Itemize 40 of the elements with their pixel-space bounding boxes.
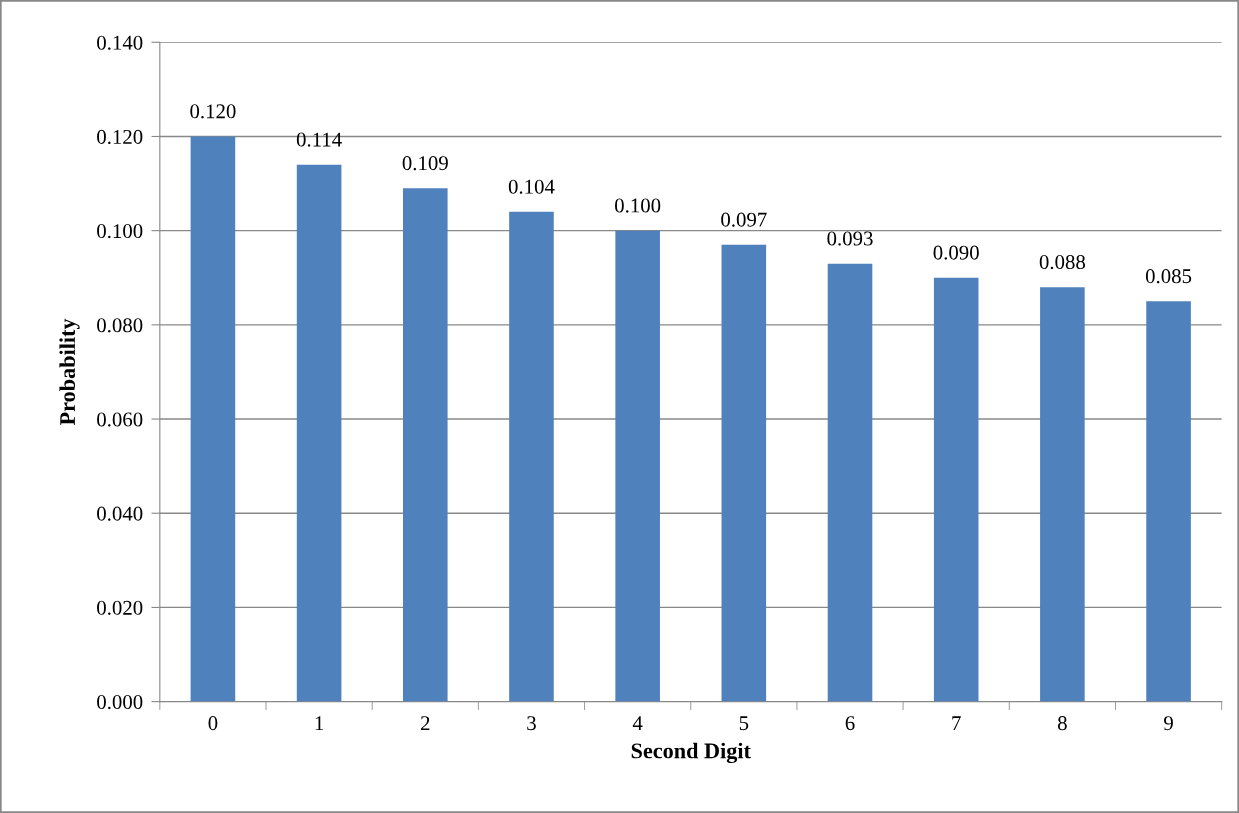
data-label: 0.104 (508, 179, 555, 194)
bar (509, 211, 554, 702)
y-tick-label: 0.100 (97, 224, 143, 239)
y-tick-label: 0.000 (97, 694, 143, 710)
y-tick-label: 0.040 (97, 506, 143, 521)
y-tick-label: 0.060 (97, 412, 143, 427)
x-axis-title: Second Digit (631, 742, 751, 764)
x-tick-label: 3 (527, 716, 536, 731)
x-tick-label: 8 (1057, 716, 1067, 731)
x-tick-label: 5 (739, 716, 749, 731)
bar (1040, 287, 1085, 702)
x-tick-label: 2 (420, 716, 430, 730)
bar (615, 230, 660, 702)
bar (296, 164, 342, 702)
bar (721, 244, 767, 702)
bar (933, 277, 979, 702)
x-tick-label: 9 (1164, 716, 1173, 731)
x-tick-label: 1 (315, 716, 324, 730)
bar (1146, 301, 1191, 702)
bar (827, 263, 873, 702)
x-tick-label: 0 (208, 716, 218, 731)
data-label: 0.085 (1145, 269, 1192, 284)
x-tick-label: 6 (845, 716, 855, 731)
data-label: 0.114 (296, 132, 342, 147)
y-axis-title: Probability (59, 318, 80, 426)
data-label: 0.090 (933, 245, 979, 260)
data-label: 0.100 (615, 198, 661, 213)
y-tick-label: 0.140 (97, 35, 143, 50)
data-label: 0.088 (1039, 254, 1086, 270)
data-label: 0.093 (827, 231, 873, 246)
y-tick-label: 0.120 (97, 129, 143, 144)
y-tick-label: 0.020 (97, 600, 143, 615)
data-label: 0.120 (190, 104, 236, 119)
bar (190, 136, 236, 702)
x-tick-label: 7 (952, 716, 961, 730)
y-tick-label: 0.080 (97, 318, 143, 333)
data-label: 0.097 (721, 212, 767, 227)
x-tick-label: 4 (632, 716, 643, 730)
bar (402, 188, 448, 702)
data-label: 0.109 (402, 156, 448, 171)
